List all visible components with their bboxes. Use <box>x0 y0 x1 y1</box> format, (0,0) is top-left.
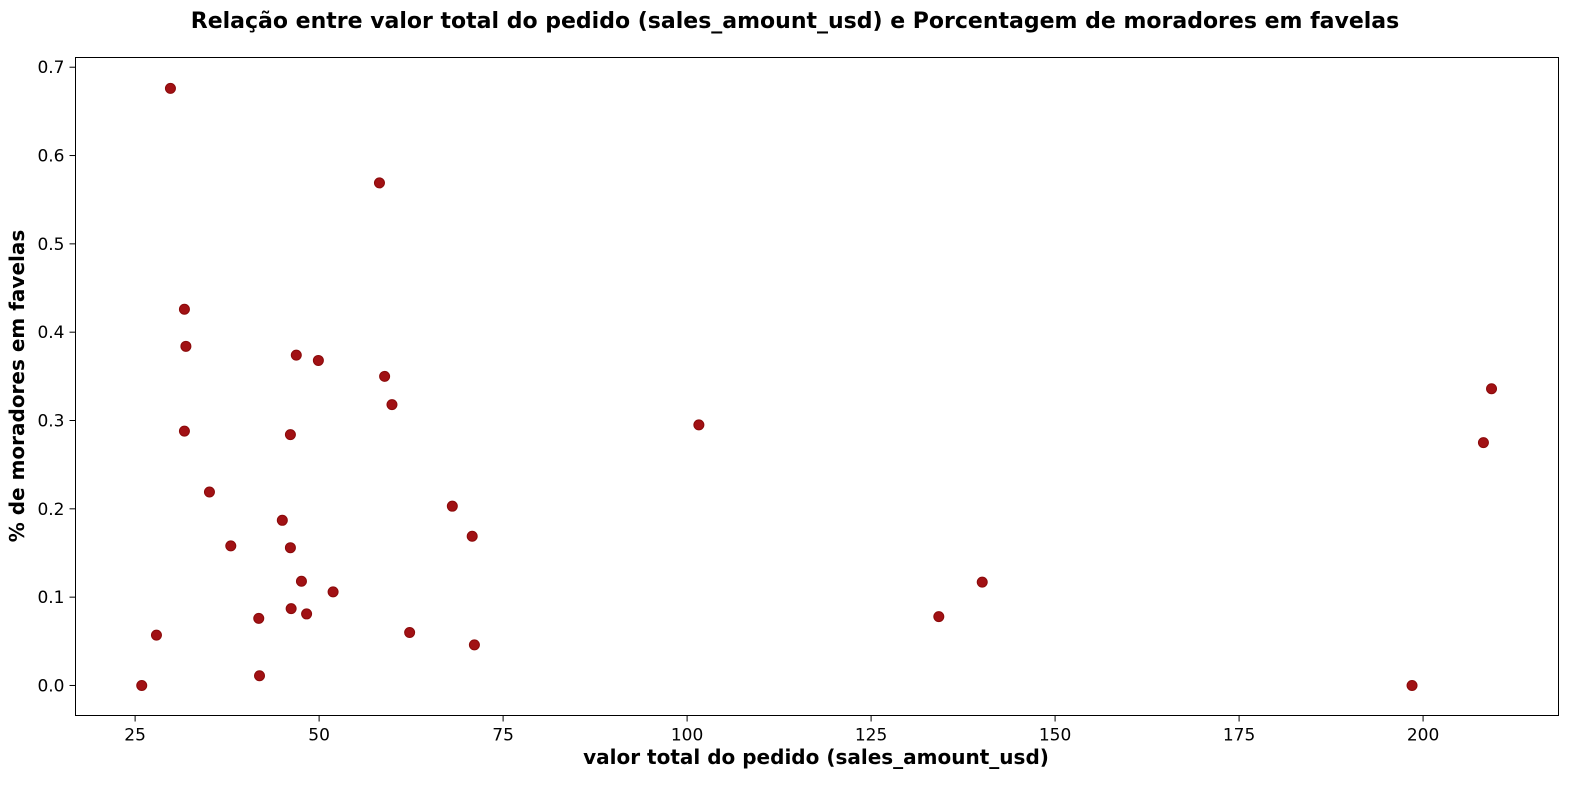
scatter-point <box>276 514 288 526</box>
x-tick-label: 25 <box>124 726 146 746</box>
scatter-point <box>327 586 339 598</box>
y-tick-label: 0.1 <box>37 588 64 608</box>
scatter-point <box>693 419 705 431</box>
chart-title: Relação entre valor total do pedido (sal… <box>191 9 1400 34</box>
scatter-point <box>466 530 478 542</box>
scatter-point <box>446 500 458 512</box>
scatter-point <box>203 486 215 498</box>
scatter-point <box>285 603 297 615</box>
plot-area-frame <box>75 57 1559 716</box>
scatter-point <box>373 177 385 189</box>
x-axis-label: valor total do pedido (sales_amount_usd) <box>583 745 1049 769</box>
scatter-point <box>468 639 480 651</box>
scatter-point <box>150 629 162 641</box>
scatter-point <box>136 679 148 691</box>
scatter-point <box>386 399 398 411</box>
scatter-point <box>1477 437 1489 449</box>
scatter-point <box>301 608 313 620</box>
scatter-point <box>1486 383 1498 395</box>
x-tick-label: 100 <box>671 726 703 746</box>
scatter-point <box>180 340 192 352</box>
x-tick-label: 150 <box>1039 726 1071 746</box>
x-tick-label: 50 <box>308 726 330 746</box>
scatter-point <box>178 303 190 315</box>
scatter-point <box>284 429 296 441</box>
scatter-point <box>164 82 176 94</box>
scatter-point <box>253 612 265 624</box>
scatter-point <box>379 370 391 382</box>
y-tick-label: 0.3 <box>37 412 64 432</box>
scatter-point <box>178 425 190 437</box>
scatter-point <box>404 626 416 638</box>
scatter-point <box>295 575 307 587</box>
scatter-point <box>312 354 324 366</box>
x-axis: 25 50 75 100 125 150 175 200 <box>124 715 1439 746</box>
scatter-point <box>933 611 945 623</box>
x-tick-label: 125 <box>855 726 887 746</box>
scatter-point <box>253 670 265 682</box>
data-points <box>136 82 1498 691</box>
scatter-point <box>225 540 237 552</box>
y-tick-label: 0.7 <box>37 58 64 78</box>
scatter-point <box>290 349 302 361</box>
y-axis: 0.0 0.1 0.2 0.3 0.4 0.5 0.6 0.7 <box>37 58 76 696</box>
scatter-point <box>1406 679 1418 691</box>
scatter-point <box>976 576 988 588</box>
y-tick-label: 0.2 <box>37 500 64 520</box>
x-tick-label: 200 <box>1407 726 1439 746</box>
scatter-point <box>284 542 296 554</box>
y-tick-label: 0.0 <box>37 676 64 696</box>
y-tick-label: 0.5 <box>37 235 64 255</box>
y-tick-label: 0.4 <box>37 323 64 343</box>
x-tick-label: 175 <box>1223 726 1255 746</box>
y-tick-label: 0.6 <box>37 147 64 167</box>
y-axis-label: % de moradores em favelas <box>5 230 29 543</box>
x-tick-label: 75 <box>492 726 514 746</box>
